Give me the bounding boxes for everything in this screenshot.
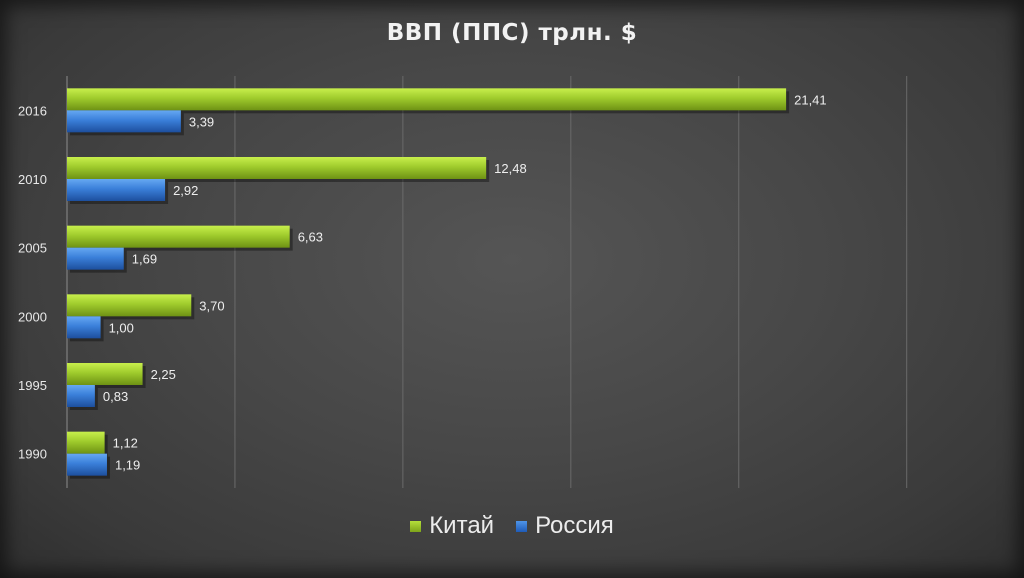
chart-title: ВВП (ППС) трлн. $ — [386, 20, 638, 46]
bar-russia — [67, 453, 107, 476]
data-label-china: 3,70 — [199, 298, 224, 313]
bar-russia — [67, 247, 124, 270]
legend-label-russia: Россия — [535, 512, 614, 539]
data-label-china: 12,48 — [494, 161, 527, 176]
bar-china — [67, 431, 105, 454]
legend-item-russia: Россия — [516, 512, 614, 540]
bar-china — [67, 88, 787, 111]
y-tick-label: 2016 — [18, 103, 47, 118]
data-label-russia: 1,19 — [115, 458, 140, 473]
bar-russia — [67, 179, 166, 201]
y-tick-label: 1990 — [18, 447, 47, 462]
bar-russia — [67, 316, 101, 339]
legend-swatch-china — [410, 520, 422, 532]
legend-swatch-russia — [516, 520, 528, 532]
data-label-russia: 1,00 — [109, 320, 134, 335]
data-label-russia: 1,69 — [132, 252, 157, 267]
y-tick-label: 2010 — [18, 172, 47, 187]
y-tick-label: 2000 — [18, 309, 47, 324]
legend-item-china: Китай — [410, 512, 494, 540]
legend: Китай Россия — [0, 512, 1024, 540]
y-tick-label: 1995 — [18, 378, 47, 393]
data-label-russia: 3,39 — [189, 114, 214, 129]
bar-china — [67, 225, 290, 248]
data-label-china: 2,25 — [151, 367, 176, 382]
bar-china — [67, 363, 143, 385]
data-label-russia: 0,83 — [103, 389, 128, 404]
data-label-china: 6,63 — [298, 230, 323, 245]
data-label-china: 21,41 — [794, 92, 827, 107]
y-tick-label: 2005 — [18, 241, 47, 256]
bar-china — [67, 294, 192, 317]
bar-china — [67, 157, 487, 179]
legend-label-china: Китай — [429, 512, 495, 539]
data-label-russia: 2,92 — [173, 183, 198, 198]
data-label-china: 1,12 — [113, 436, 138, 451]
bar-russia — [67, 385, 95, 407]
bar-russia — [67, 110, 181, 133]
